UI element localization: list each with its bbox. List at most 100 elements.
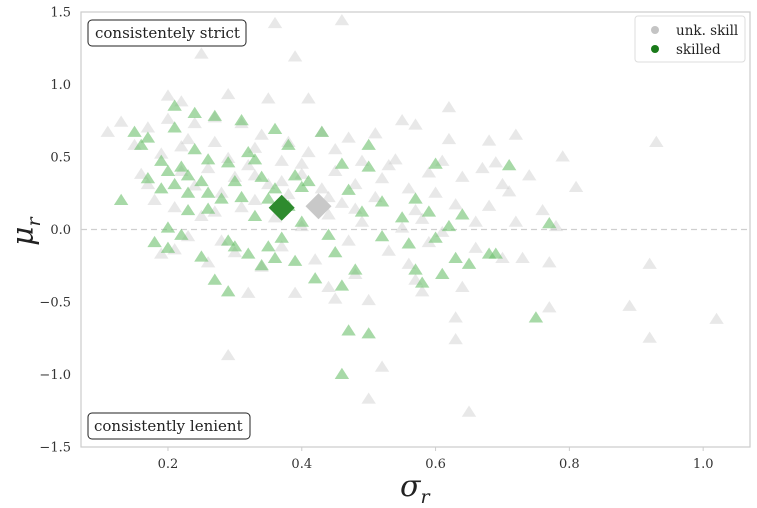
- unk-skill-point: [328, 143, 343, 155]
- skilled-point: [401, 237, 417, 249]
- unk-skill-point: [495, 251, 510, 264]
- skilled-point: [254, 259, 269, 271]
- unk-skill-point: [374, 360, 390, 372]
- skilled-point: [194, 174, 209, 187]
- skilled-point: [140, 172, 156, 184]
- unk-skill-point: [274, 174, 289, 187]
- skilled-point: [194, 250, 209, 262]
- skilled-point: [528, 311, 544, 323]
- skilled-point: [328, 246, 343, 258]
- skilled-point: [267, 251, 283, 264]
- unk-skill-point: [247, 141, 263, 153]
- skilled-point: [247, 209, 263, 221]
- skilled-point: [200, 153, 216, 165]
- skilled-point: [414, 276, 430, 288]
- unk-skill-point: [515, 251, 530, 264]
- unk-skill-point: [455, 170, 470, 182]
- y-tick-label: 0.5: [50, 151, 71, 166]
- x-tick-label: 0.8: [559, 457, 580, 472]
- unk-skill-point: [314, 182, 330, 194]
- skilled-point: [200, 202, 216, 214]
- skilled-point: [174, 160, 189, 172]
- skilled-point: [261, 240, 276, 252]
- skilled-point: [428, 231, 443, 243]
- skilled-point: [394, 211, 410, 223]
- skilled-point: [261, 192, 276, 204]
- unk-skill-point: [321, 208, 336, 220]
- legend-label-unk-skill: unk. skill: [676, 23, 738, 39]
- skilled-point: [461, 257, 477, 269]
- unk-skill-point: [234, 201, 249, 213]
- skilled-point: [428, 157, 443, 169]
- unk-skill-point: [328, 164, 343, 177]
- unk-skill-point: [261, 92, 276, 104]
- x-axis-ticks: 0.2 0.4 0.6 0.8 1.0: [158, 447, 714, 472]
- unk-skill-point: [207, 135, 222, 148]
- skilled-point: [187, 143, 202, 155]
- y-axis-label: μr: [6, 216, 45, 247]
- unk-skill-point: [535, 203, 550, 216]
- unk-skill-point: [368, 190, 383, 203]
- unk-skill-point: [642, 331, 657, 343]
- skilled-point: [287, 169, 303, 181]
- unk-skill-point: [368, 127, 383, 139]
- skilled-point: [160, 241, 176, 253]
- skilled-point: [227, 240, 243, 252]
- skilled-point: [334, 367, 350, 380]
- unk-skill-point: [488, 156, 503, 168]
- legend-label-skilled: skilled: [676, 42, 721, 58]
- unk-skill-point: [341, 131, 356, 143]
- skilled-point: [160, 164, 176, 177]
- skilled-point: [448, 251, 463, 264]
- skilled-point: [301, 174, 316, 187]
- series-means: [268, 193, 332, 221]
- skilled-point: [214, 192, 229, 204]
- skilled-point: [287, 254, 303, 266]
- unk-skill-point: [194, 209, 209, 221]
- unk-skill-point: [187, 116, 202, 129]
- skilled-point: [294, 180, 309, 192]
- unk-skill-point: [381, 159, 396, 171]
- unk-skill-point: [421, 166, 437, 178]
- x-axis-label: σr: [400, 469, 431, 508]
- unk-skill-point: [174, 140, 189, 152]
- skilled-point: [321, 228, 336, 240]
- y-tick-label: −1.0: [39, 368, 71, 383]
- skilled-point: [180, 169, 196, 181]
- unk-skill-point: [160, 89, 176, 101]
- unk-skill-point: [408, 203, 423, 216]
- unk-skill-point: [200, 161, 216, 174]
- skilled-point: [154, 154, 169, 166]
- unk-skill-point: [287, 50, 303, 62]
- unk-skill-point: [709, 312, 724, 324]
- unk-skill-point: [167, 201, 182, 213]
- unk-skill-point: [481, 134, 497, 146]
- skilled-point: [127, 125, 142, 137]
- unk-skill-point: [194, 47, 209, 59]
- skilled-mean-diamond: [268, 194, 295, 221]
- unk-skill-point: [414, 212, 430, 224]
- unk-skill-point: [555, 150, 570, 162]
- unk-skill-point: [348, 177, 363, 190]
- unk-skill-mean-diamond: [305, 193, 332, 220]
- skilled-point: [267, 182, 283, 194]
- skilled-point: [374, 230, 390, 242]
- unk-skill-point: [227, 246, 243, 258]
- skilled-point: [341, 183, 356, 195]
- skilled-point: [180, 186, 196, 198]
- skilled-point: [207, 273, 222, 285]
- skilled-point: [348, 263, 363, 275]
- unk-skill-point: [200, 256, 216, 268]
- skilled-point: [341, 324, 356, 336]
- unk-skill-point: [568, 180, 584, 192]
- unk-skill-point: [649, 135, 664, 148]
- unk-skill-point: [294, 157, 309, 169]
- unk-skill-point: [254, 128, 269, 140]
- unk-skill-point: [542, 256, 557, 268]
- unk-skill-point: [301, 145, 316, 158]
- skilled-point: [361, 327, 376, 339]
- unk-skill-point: [481, 199, 497, 211]
- unk-skill-point: [341, 234, 356, 246]
- unk-skill-point: [441, 101, 457, 113]
- skilled-point: [501, 159, 517, 171]
